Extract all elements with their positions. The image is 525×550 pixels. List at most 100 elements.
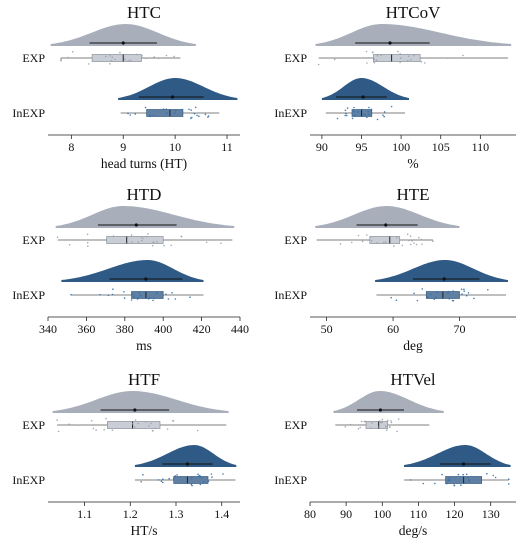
- jitter-point-exp: [86, 233, 89, 236]
- jitter-point-inexp: [370, 108, 373, 111]
- group-label-exp: EXP: [22, 418, 45, 432]
- jitter-point-exp: [60, 59, 62, 62]
- jitter-point-exp: [366, 234, 368, 236]
- jitter-point-exp: [376, 54, 379, 57]
- jitter-point-inexp: [174, 475, 177, 477]
- jitter-point-inexp: [473, 297, 475, 300]
- jitter-point-inexp: [198, 115, 200, 117]
- x-tick-label: 130: [482, 507, 500, 521]
- mean-point-inexp: [361, 95, 365, 99]
- jitter-point-inexp: [366, 116, 368, 119]
- jitter-point-inexp: [409, 479, 412, 481]
- jitter-point-inexp: [494, 476, 497, 479]
- jitter-point-inexp: [433, 298, 436, 301]
- jitter-point-inexp: [464, 482, 466, 484]
- jitter-point-inexp: [353, 106, 355, 109]
- mean-point-inexp: [170, 95, 175, 99]
- jitter-point-inexp: [351, 117, 354, 120]
- jitter-point-exp: [384, 241, 387, 243]
- jitter-point-exp: [413, 242, 415, 244]
- jitter-point-exp: [145, 421, 147, 423]
- x-axis-label: ms: [136, 338, 152, 353]
- chart-panel-htd: HTD EXP InEXP 340 360 380 400 420 440 ms: [12, 185, 249, 353]
- jitter-point-exp: [156, 241, 158, 243]
- group-label-exp: EXP: [284, 51, 307, 65]
- jitter-point-exp: [399, 53, 402, 55]
- jitter-point-exp: [407, 59, 409, 62]
- jitter-point-inexp: [344, 109, 347, 112]
- density-cloud-exp: [52, 391, 229, 413]
- jitter-point-exp: [119, 51, 121, 54]
- jitter-point-exp: [87, 245, 89, 247]
- jitter-point-exp: [371, 51, 374, 54]
- jitter-point-exp: [157, 57, 160, 60]
- jitter-point-inexp: [463, 290, 466, 293]
- jitter-point-inexp: [441, 473, 443, 476]
- mean-point-inexp: [442, 277, 446, 281]
- jitter-point-exp: [114, 58, 116, 61]
- jitter-point-inexp: [181, 108, 183, 111]
- jitter-point-exp: [420, 238, 423, 241]
- box-exp: [107, 421, 161, 429]
- jitter-point-inexp: [465, 294, 468, 297]
- mean-point-exp: [134, 223, 138, 227]
- x-tick-label: 100: [373, 507, 391, 521]
- jitter-point-inexp: [203, 481, 205, 483]
- jitter-point-exp: [409, 235, 412, 237]
- jitter-point-inexp: [129, 114, 131, 116]
- jitter-point-inexp: [436, 291, 438, 294]
- jitter-point-inexp: [162, 481, 164, 484]
- jitter-point-exp: [60, 57, 62, 60]
- x-tick-label: 95: [356, 140, 368, 154]
- jitter-point-inexp: [376, 118, 379, 121]
- group-label-inexp: InEXP: [12, 473, 45, 487]
- jitter-point-inexp: [199, 483, 202, 486]
- jitter-point-exp: [165, 54, 168, 57]
- box-exp: [106, 236, 164, 244]
- jitter-point-exp: [142, 237, 144, 240]
- chart-panel-htcov: HTCoV EXP InEXP 90 95 100 105 110%: [274, 3, 516, 171]
- jitter-point-exp: [432, 240, 434, 242]
- jitter-point-exp: [413, 54, 415, 57]
- jitter-point-inexp: [357, 111, 360, 113]
- jitter-point-inexp: [508, 483, 510, 485]
- jitter-point-exp: [333, 58, 336, 61]
- jitter-point-exp: [373, 61, 376, 64]
- jitter-point-inexp: [465, 473, 468, 476]
- box-exp: [365, 421, 389, 429]
- jitter-point-inexp: [136, 298, 139, 300]
- jitter-point-inexp: [451, 299, 454, 302]
- jitter-point-inexp: [448, 477, 450, 480]
- jitter-point-exp: [110, 60, 113, 62]
- jitter-point-inexp: [171, 292, 173, 294]
- mean-point-exp: [378, 408, 383, 412]
- jitter-point-inexp: [434, 482, 436, 485]
- jitter-point-inexp: [149, 115, 152, 118]
- box-inexp: [173, 476, 209, 484]
- group-label-inexp: InEXP: [12, 106, 45, 120]
- jitter-point-exp: [359, 426, 362, 429]
- jitter-point-inexp: [368, 106, 370, 109]
- jitter-point-inexp: [190, 117, 192, 119]
- jitter-point-inexp: [395, 299, 398, 302]
- jitter-point-inexp: [486, 472, 488, 475]
- jitter-point-inexp: [468, 480, 471, 483]
- jitter-point-exp: [153, 56, 155, 58]
- jitter-point-exp: [380, 54, 383, 56]
- jitter-point-exp: [370, 239, 373, 242]
- jitter-point-inexp: [99, 293, 101, 296]
- jitter-point-inexp: [429, 293, 432, 296]
- mean-point-inexp: [461, 462, 466, 466]
- jitter-point-exp: [415, 243, 418, 246]
- x-tick-label: 90: [316, 140, 328, 154]
- jitter-point-inexp: [457, 473, 460, 476]
- jitter-point-inexp: [165, 293, 167, 296]
- jitter-point-inexp: [463, 288, 465, 291]
- jitter-point-exp: [410, 58, 412, 61]
- jitter-point-exp: [68, 423, 70, 426]
- jitter-point-exp: [56, 236, 59, 238]
- jitter-point-exp: [407, 239, 410, 242]
- jitter-point-exp: [366, 62, 368, 64]
- jitter-point-exp: [71, 50, 74, 53]
